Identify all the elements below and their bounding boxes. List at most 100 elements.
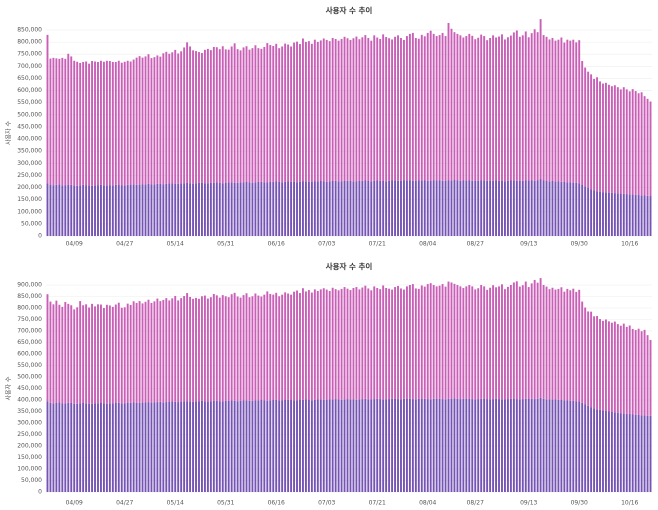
bar-segment (649, 415, 652, 492)
x-tick-label: 06/16 (268, 500, 285, 507)
bar-segment (405, 36, 408, 181)
bar-segment (111, 403, 114, 492)
bar-segment (619, 193, 622, 236)
bar-segment (441, 399, 444, 492)
bar-segment (287, 181, 290, 236)
bar-segment (221, 295, 224, 402)
bar-segment (275, 181, 278, 236)
y-tick-label: 0 (38, 233, 42, 240)
bar-segment (150, 302, 153, 403)
bar-segment (403, 398, 405, 492)
bar-segment (147, 183, 150, 236)
bar-segment (91, 185, 93, 236)
bar-segment (126, 402, 129, 492)
bar-segment (545, 180, 548, 236)
bar-segment (79, 301, 82, 404)
bar-segment (153, 301, 156, 403)
bar-segment (605, 192, 607, 236)
bar-segment (263, 182, 266, 236)
bar-segment (509, 398, 512, 492)
bar-segment (248, 49, 251, 183)
bar-segment (518, 36, 521, 181)
bar-segment (64, 302, 67, 404)
bar-segment (230, 294, 233, 401)
bar-segment (518, 399, 521, 492)
bar-segment (355, 399, 358, 492)
bar-segment (307, 290, 310, 400)
bar-segment (584, 404, 587, 492)
bar-segment (242, 295, 245, 401)
bar-segment (64, 185, 67, 236)
bar-segment (602, 192, 604, 236)
bar-segment (266, 43, 269, 183)
bar-segment (414, 288, 417, 400)
bar-segment (509, 35, 512, 181)
bar-segment (400, 180, 402, 236)
bar-segment (572, 288, 575, 401)
bar-segment (221, 401, 224, 492)
bar-segment (640, 195, 643, 236)
bar-segment (293, 400, 295, 492)
bar-segment (548, 181, 551, 236)
bar-segment (533, 399, 536, 492)
bar-segment (456, 285, 459, 399)
bar-segment (111, 185, 114, 236)
bar-segment (468, 180, 471, 236)
bar-segment (97, 185, 99, 236)
bar-segment (501, 34, 503, 181)
bar-segment (408, 285, 411, 399)
bar-segment (275, 399, 278, 492)
bar-segment (486, 399, 489, 492)
bar-segment (607, 411, 610, 492)
y-tick-label: 450,000 (17, 385, 42, 392)
bar-segment (233, 400, 236, 492)
bar-segment (180, 51, 183, 184)
bar-segment (132, 402, 135, 492)
bar-segment (426, 180, 429, 236)
bar-segment (631, 89, 634, 195)
bar-segment (304, 291, 307, 400)
bar-segment (373, 35, 376, 181)
bar-segment (46, 34, 49, 184)
y-tick-label: 400,000 (17, 136, 42, 143)
bar-segment (230, 182, 233, 236)
bar-segment (506, 399, 509, 492)
bar-segment (304, 181, 307, 236)
bar-segment (67, 184, 70, 236)
bar-segment (575, 42, 578, 183)
bar-segment (355, 181, 358, 236)
bar-segment (480, 180, 483, 236)
bar-segment (400, 399, 402, 492)
y-tick-label: 50,000 (21, 220, 42, 227)
bar-segment (450, 398, 453, 492)
bar-segment (195, 297, 197, 402)
bar-segment (640, 331, 643, 416)
bar-segment (349, 399, 352, 492)
bar-segment (82, 61, 85, 185)
bar-segment (55, 402, 58, 492)
bar-segment (403, 39, 405, 181)
bar-segment (587, 71, 590, 189)
bar-segment (352, 287, 355, 400)
bar-segment (156, 298, 159, 403)
bar-segment (566, 39, 569, 183)
bar-segment (55, 184, 58, 236)
bar-segment (150, 58, 153, 185)
bar-segment (67, 303, 70, 403)
x-tick-label: 09/30 (571, 241, 588, 248)
bar-segment (613, 85, 616, 194)
bar-segment (227, 182, 230, 236)
bar-segment (209, 182, 212, 236)
bar-segment (108, 403, 111, 492)
bar-segment (515, 180, 518, 236)
bar-segment (70, 305, 73, 403)
bar-segment (85, 304, 88, 404)
bar-segment (646, 335, 649, 416)
bar-segment (575, 291, 578, 402)
bar-segment (637, 195, 640, 236)
bar-segment (349, 290, 352, 400)
bar-segment (123, 61, 126, 186)
bar-segment (435, 398, 438, 492)
bar-segment (530, 283, 533, 399)
